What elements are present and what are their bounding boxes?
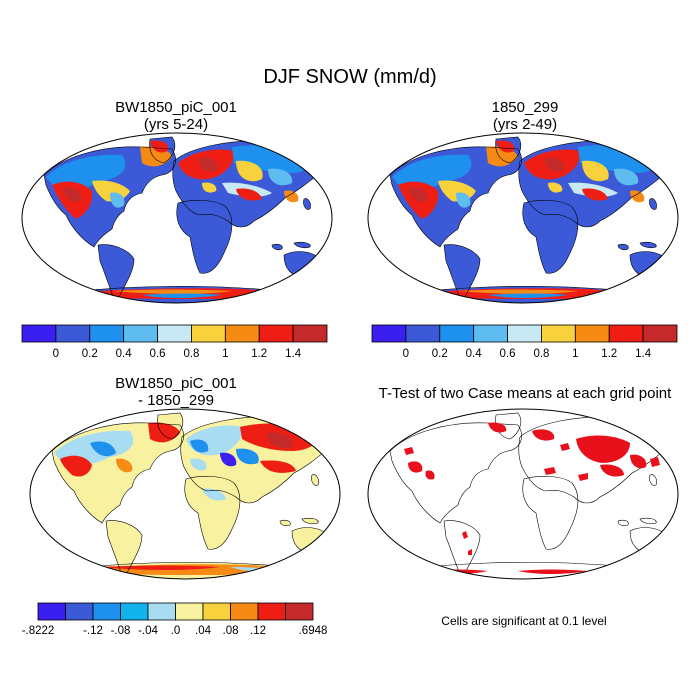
colorbar-case: 0 0.2 0.4 0.6 0.8 1 1.2 1.4 xyxy=(21,324,328,360)
colorbar-tick-label: .0 xyxy=(171,625,181,637)
panel-ttest: T-Test of two Case means at each grid po… xyxy=(367,385,679,628)
colorbar-tick-label: 0.6 xyxy=(500,348,516,360)
map-ttest xyxy=(367,408,679,580)
colorbar-tick-label: 0.6 xyxy=(150,348,166,360)
panel-title-control: 1850_299 xyxy=(492,99,559,116)
colorbar-control: 0 0.2 0.4 0.6 0.8 1 1.2 1.4 xyxy=(371,324,678,360)
colorbar-difference: -.8222 -.12 -.08 -.04 .0 .04 .08 .12 .6948 xyxy=(22,602,328,637)
colorbar-tick-label: 1 xyxy=(572,348,578,360)
colorbar-swatch xyxy=(371,324,407,343)
panel-title-difference: BW1850_piC_001 xyxy=(115,375,237,392)
colorbar-swatch xyxy=(257,602,286,621)
colorbar-tick-label: 0 xyxy=(403,348,409,360)
colorbar-tick-label: 1.2 xyxy=(601,348,617,360)
colorbar-tick-label: 1.2 xyxy=(251,348,267,360)
colorbar-swatch xyxy=(224,324,260,343)
colorbar-swatch xyxy=(37,602,66,621)
colorbar-swatch xyxy=(202,602,231,621)
panel-control: 1850_299 (yrs 2-49) 0 0.2 0.4 0.6 0.8 1 1.2 1.4 xyxy=(367,99,679,360)
colorbar-tick-label: -.04 xyxy=(138,625,158,637)
map-case xyxy=(21,132,333,304)
colorbar-tick-label: .12 xyxy=(250,625,266,637)
colorbar-tick-label: 0.8 xyxy=(183,348,199,360)
colorbar-swatch xyxy=(230,602,259,621)
panel-subtitle-case: (yrs 5-24) xyxy=(144,116,208,133)
colorbar-swatch xyxy=(123,324,158,343)
panel-title-case: BW1850_piC_001 xyxy=(115,99,237,116)
colorbar-swatch xyxy=(473,324,508,343)
significance-note: Cells are significant at 0.1 level xyxy=(441,614,606,628)
colorbar-swatch xyxy=(120,602,149,621)
colorbar-tick-label: 0 xyxy=(53,348,59,360)
colorbar-swatch xyxy=(439,324,475,343)
colorbar-tick-label: -.8222 xyxy=(22,625,55,637)
colorbar-tick-label: .04 xyxy=(195,625,212,637)
colorbar-swatch xyxy=(65,602,94,621)
panel-case: BW1850_piC_001 (yrs 5-24) 0 0.2 0.4 0.6 0.8 1… xyxy=(21,99,333,360)
colorbar-swatch xyxy=(541,324,576,343)
figure-title: DJF SNOW (mm/d) xyxy=(263,66,436,88)
colorbar-tick-label: .6948 xyxy=(299,625,328,637)
map-control xyxy=(367,132,679,304)
colorbar-swatch xyxy=(175,602,204,621)
colorbar-swatch xyxy=(89,324,125,343)
map-difference xyxy=(29,408,341,580)
colorbar-swatch xyxy=(157,324,192,343)
panel-difference: BW1850_piC_001 - 1850_299 -.8222 -.12 -.08… xyxy=(22,375,341,637)
panel-subtitle-difference: - 1850_299 xyxy=(138,392,214,409)
colorbar-swatch xyxy=(92,602,121,621)
colorbar-swatch xyxy=(258,324,294,343)
colorbar-swatch xyxy=(285,602,314,621)
colorbar-tick-label: 0.2 xyxy=(82,348,98,360)
colorbar-swatch xyxy=(405,324,441,343)
colorbar-tick-label: 0.8 xyxy=(533,348,549,360)
colorbar-tick-label: 1.4 xyxy=(285,348,302,360)
colorbar-tick-label: 1.4 xyxy=(635,348,652,360)
colorbar-tick-label: 0.4 xyxy=(116,348,133,360)
colorbar-tick-label: 0.4 xyxy=(466,348,483,360)
colorbar-swatch xyxy=(574,324,610,343)
colorbar-swatch xyxy=(55,324,91,343)
colorbar-swatch xyxy=(642,324,678,343)
colorbar-swatch xyxy=(608,324,644,343)
colorbar-tick-label: -.08 xyxy=(111,625,131,637)
colorbar-swatch xyxy=(147,602,176,621)
colorbar-tick-label: .08 xyxy=(223,625,239,637)
colorbar-tick-label: -.12 xyxy=(83,625,103,637)
colorbar-swatch xyxy=(21,324,57,343)
colorbar-tick-label: 0.2 xyxy=(432,348,448,360)
colorbar-tick-label: 1 xyxy=(222,348,228,360)
colorbar-swatch xyxy=(191,324,226,343)
panel-title-ttest: T-Test of two Case means at each grid po… xyxy=(379,385,672,402)
panel-subtitle-control: (yrs 2-49) xyxy=(493,116,557,133)
colorbar-swatch xyxy=(292,324,328,343)
colorbar-swatch xyxy=(507,324,542,343)
